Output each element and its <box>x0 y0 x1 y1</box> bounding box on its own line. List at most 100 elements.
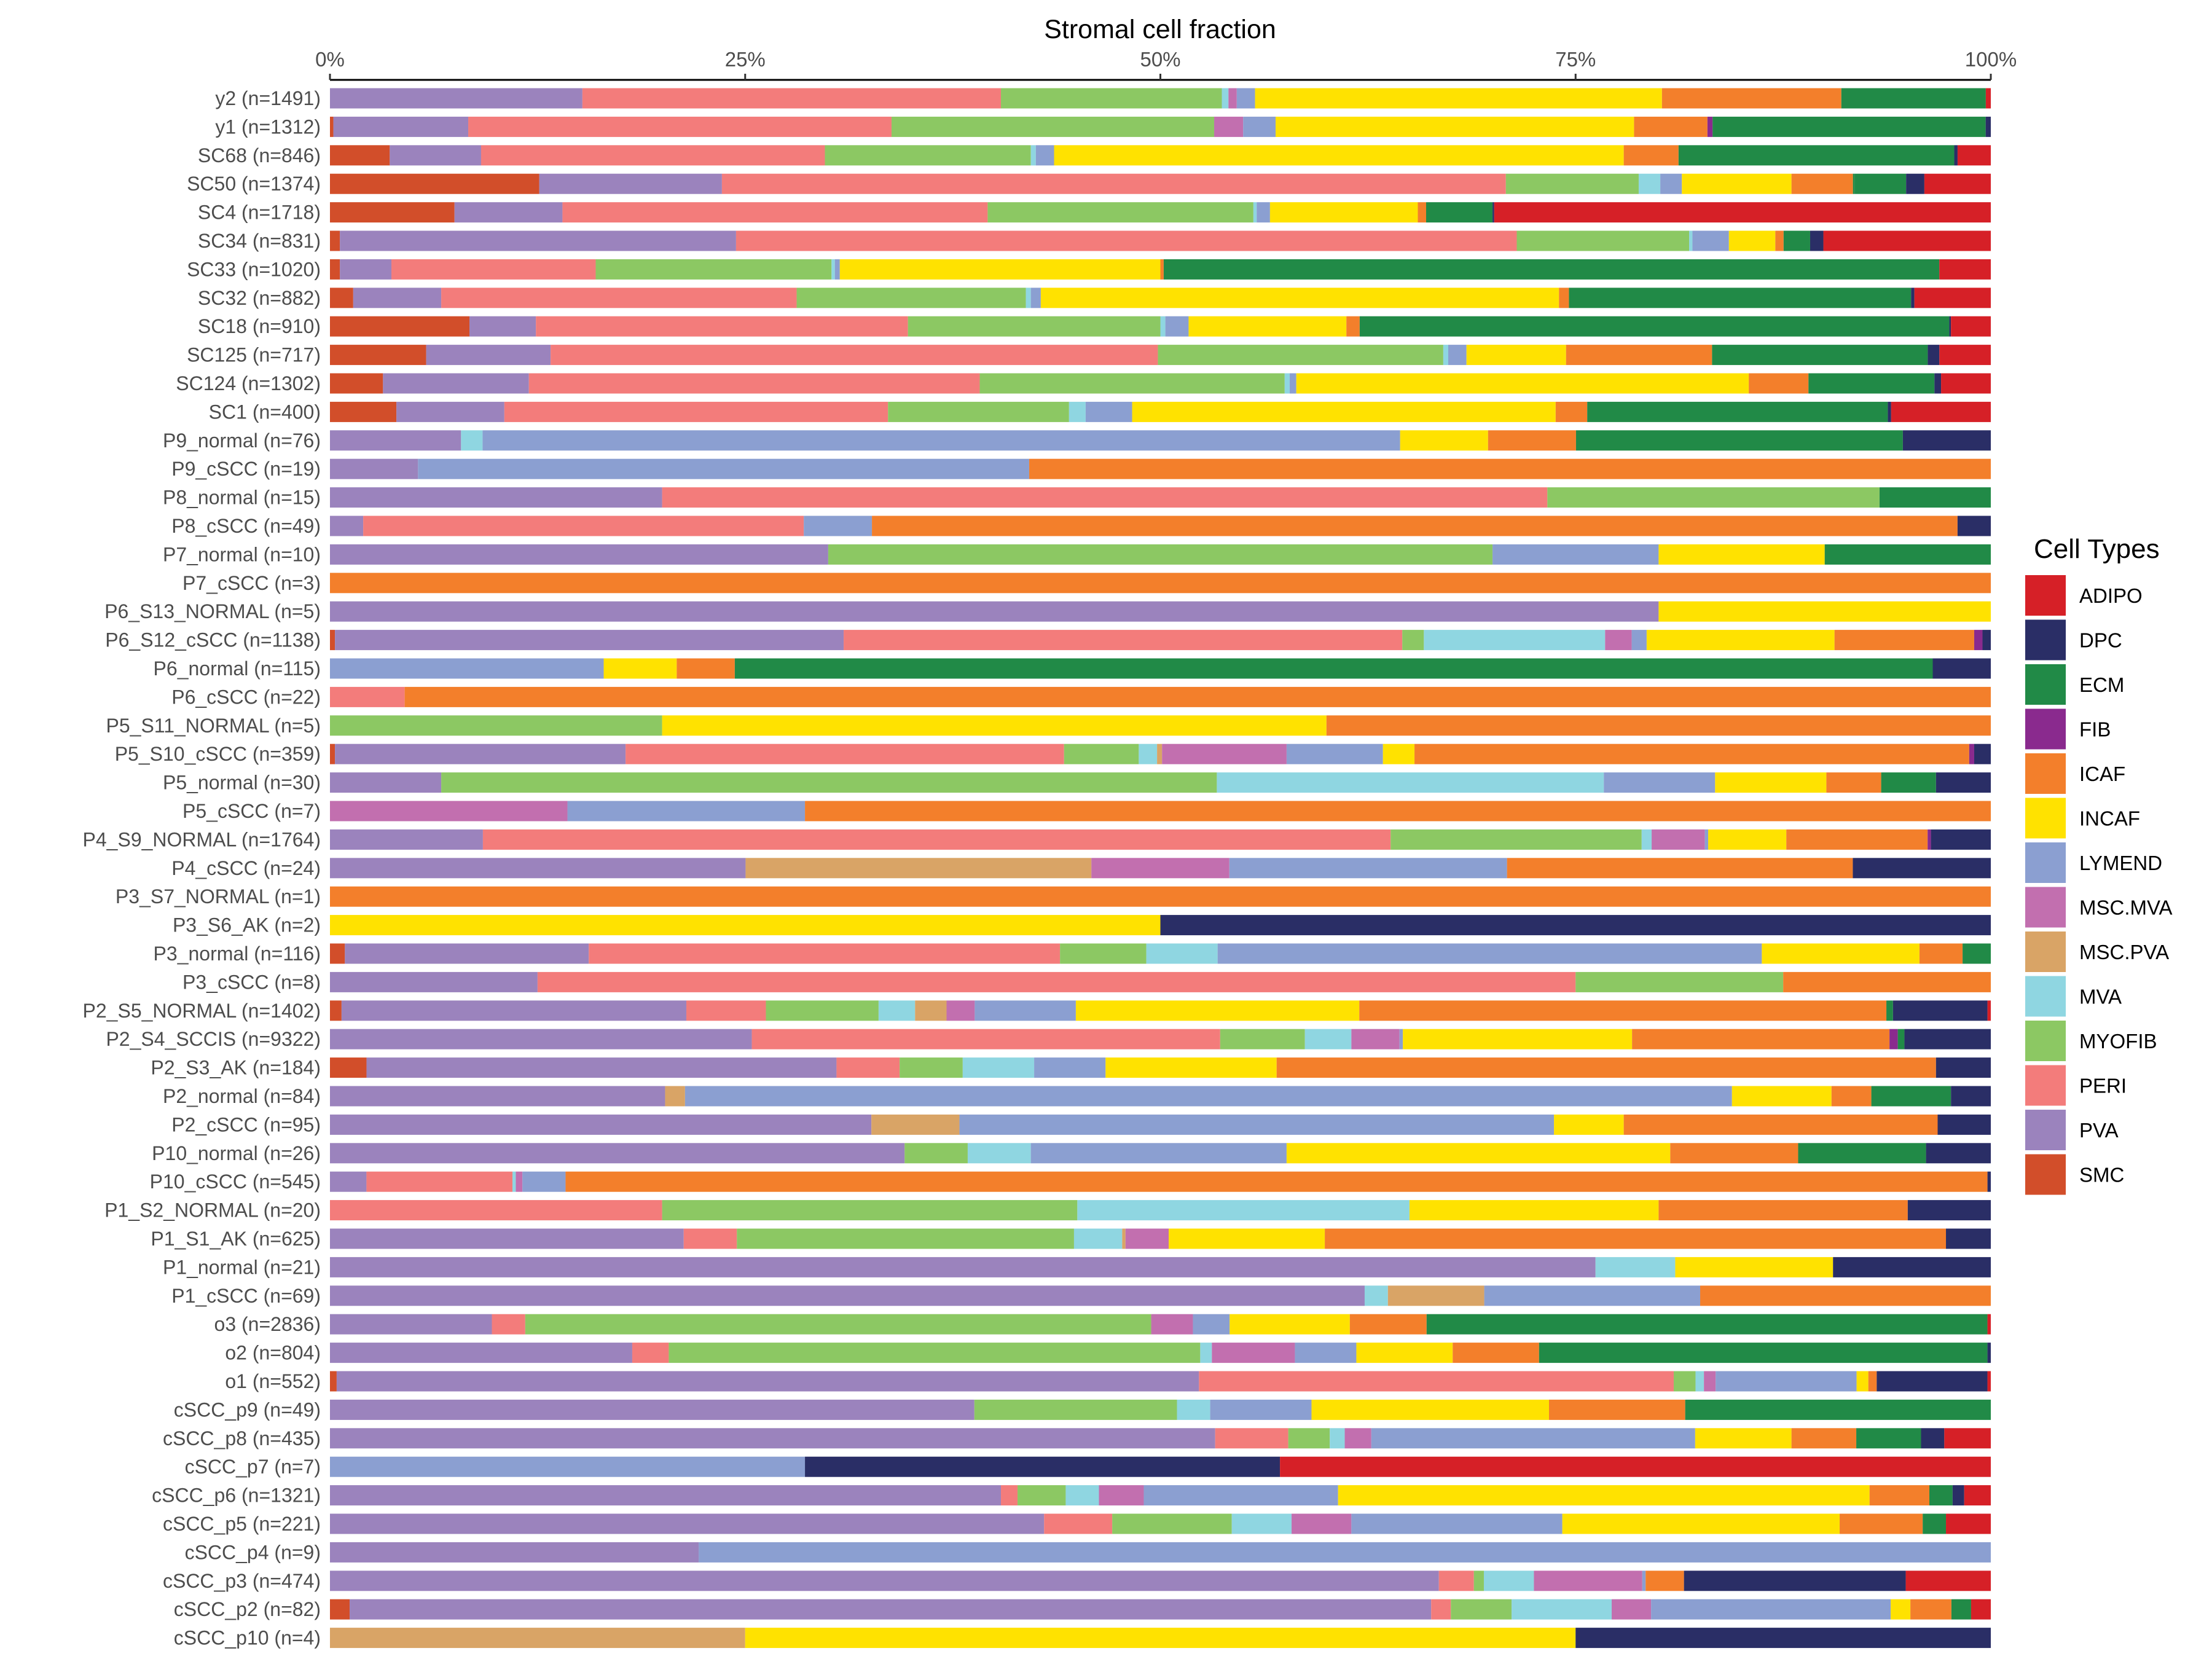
legend-item: MYOFIB <box>2025 1021 2157 1061</box>
bar-segment <box>603 658 677 679</box>
bar-segment <box>1346 316 1360 337</box>
bar-segment <box>595 259 832 280</box>
legend-swatch <box>2025 1021 2066 1061</box>
row-label: P5_S11_NORMAL (n=5) <box>106 715 321 737</box>
bar-segment <box>1359 1000 1887 1021</box>
bar-segment <box>844 630 1403 651</box>
bar-row <box>330 1114 1991 1135</box>
bar-segment <box>1001 88 1222 109</box>
row-label: P4_S9_NORMAL (n=1764) <box>83 828 321 850</box>
bar-segment <box>825 145 1031 166</box>
bar-segment <box>1715 772 1827 793</box>
bar-segment <box>686 1000 766 1021</box>
bar-segment <box>1349 1314 1427 1335</box>
bar-segment <box>366 1057 837 1078</box>
bar-segment <box>1954 145 1958 166</box>
row-label: cSCC_p3 (n=474) <box>163 1570 321 1592</box>
bar-row <box>330 1599 1991 1620</box>
bar-segment <box>1286 743 1383 764</box>
legend-swatch <box>2025 976 2066 1017</box>
bar-segment <box>340 230 736 251</box>
bar-segment <box>1122 1228 1126 1249</box>
bar-row <box>330 915 1991 936</box>
bar-segment <box>1939 259 1991 280</box>
bar-segment <box>1946 1513 1991 1534</box>
legend-swatch <box>2025 1065 2066 1106</box>
row-label: SC18 (n=910) <box>198 315 321 337</box>
bar-segment <box>1296 373 1749 394</box>
bar-segment <box>1210 1399 1312 1420</box>
bar-segment <box>330 1200 662 1221</box>
bar-segment <box>482 829 1391 850</box>
bar-row <box>330 630 1991 651</box>
legend-swatch <box>2025 664 2066 705</box>
bar-segment <box>1473 1571 1484 1591</box>
bar-segment <box>1923 1513 1947 1534</box>
x-axis: 0% 25% 50% 75% 100% <box>315 48 2017 81</box>
bar-segment <box>677 658 735 679</box>
bar-segment <box>751 1029 1220 1049</box>
legend-label: MVA <box>2079 986 2122 1008</box>
legend-swatch <box>2025 753 2066 794</box>
bar-segment <box>888 401 1069 422</box>
bar-segment <box>1911 288 1915 308</box>
bar-segment <box>330 858 746 879</box>
bar-row <box>330 743 1991 764</box>
row-label: SC50 (n=1374) <box>187 173 321 195</box>
bar-segment <box>1869 1485 1929 1506</box>
bar-segment <box>1075 1000 1360 1021</box>
legend-label: MSC.MVA <box>2079 896 2173 919</box>
bar-segment <box>1424 630 1606 651</box>
bar-row <box>330 1542 1991 1563</box>
bar-segment <box>1987 1000 1991 1021</box>
legend-swatch <box>2025 1110 2066 1150</box>
bar-segment <box>1231 1513 1292 1534</box>
bar-row <box>330 1485 1991 1506</box>
bar-segment <box>1936 772 1991 793</box>
bar-row <box>330 858 1991 879</box>
bar-segment <box>1112 1513 1232 1534</box>
bar-segment <box>699 1542 1991 1563</box>
bar-segment <box>426 345 551 366</box>
bar-segment <box>330 1257 1596 1277</box>
row-label: P9_cSCC (n=19) <box>171 458 321 480</box>
bar-segment <box>1886 1000 1893 1021</box>
bar-segment <box>1494 202 1991 223</box>
legend-label: DPC <box>2079 629 2122 652</box>
bar-segment <box>330 458 418 479</box>
bar-segment <box>1575 430 1903 451</box>
bar-segment <box>330 1171 367 1192</box>
bar-segment <box>1351 1029 1400 1049</box>
row-label: P8_normal (n=15) <box>163 487 321 509</box>
bar-row <box>330 829 1991 850</box>
bar-segment <box>904 1143 968 1164</box>
bar-row <box>330 288 1991 308</box>
row-label: P6_S12_cSCC (n=1138) <box>105 629 321 651</box>
bar-segment <box>522 1171 566 1192</box>
bar-segment <box>683 1228 737 1249</box>
bar-segment <box>1030 145 1036 166</box>
bar-segment <box>665 1086 685 1107</box>
legend-label: PERI <box>2079 1075 2127 1097</box>
bar-segment <box>1661 88 1841 109</box>
bar-segment <box>330 373 383 394</box>
bar-segment <box>330 630 335 651</box>
bar-segment <box>1414 743 1969 764</box>
legend-item: ECM <box>2025 664 2124 705</box>
legend-item: PERI <box>2025 1065 2127 1106</box>
row-label: P3_S6_AK (n=2) <box>173 914 321 936</box>
bar-segment <box>1749 373 1809 394</box>
bar-segment <box>1658 601 1991 622</box>
bar-row <box>330 1371 1991 1392</box>
row-label: P1_S2_NORMAL (n=20) <box>104 1199 321 1222</box>
bar-segment <box>1658 1200 1908 1221</box>
bar-row <box>330 230 1991 251</box>
bar-segment <box>1229 858 1507 879</box>
row-label: P5_cSCC (n=7) <box>182 800 321 822</box>
bar-segment <box>1684 1571 1906 1591</box>
bar-segment <box>1483 1571 1534 1591</box>
bar-segment <box>330 487 662 508</box>
bar-segment <box>745 1628 1576 1649</box>
bar-segment <box>1689 230 1693 251</box>
bar-segment <box>1914 288 1991 308</box>
